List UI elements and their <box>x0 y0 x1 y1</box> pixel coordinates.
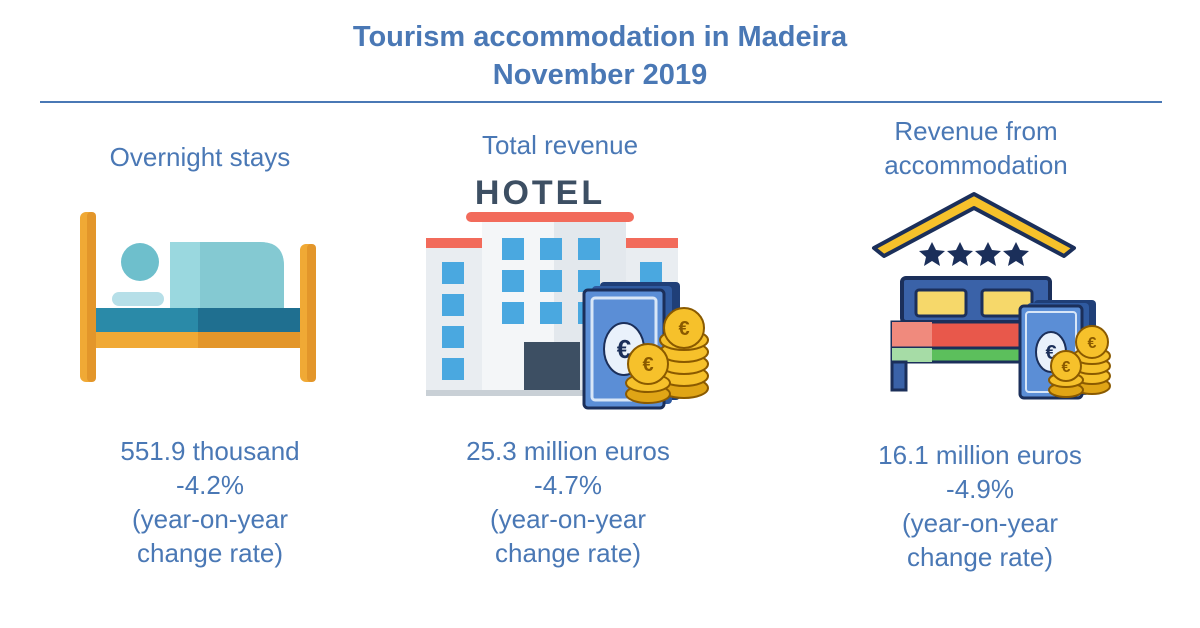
overnight-stays-note-2: change rate) <box>137 538 283 568</box>
hotel-money-icon: HOTEL € € € <box>426 174 709 410</box>
total-revenue-note-1: (year-on-year <box>489 504 647 534</box>
accommodation-label-line-1: Revenue from <box>894 116 1058 146</box>
overnight-stays-change: -4.2% <box>176 470 244 500</box>
svg-text:€: € <box>678 318 689 340</box>
total-revenue-label: Total revenue <box>481 130 639 160</box>
hotel-sign-text: HOTEL <box>475 174 605 212</box>
accommodation-label-line-2: accommodation <box>884 150 1068 180</box>
bed-icon <box>80 212 316 382</box>
overnight-stays-label: Overnight stays <box>109 142 291 172</box>
header-divider <box>40 101 1162 103</box>
accommodation-revenue-label: Revenue from accommodation <box>826 114 1126 182</box>
accommodation-revenue-value-block: 16.1 million euros -4.9% (year-on-year c… <box>820 438 1140 574</box>
overnight-stays-note-1: (year-on-year <box>131 504 289 534</box>
page-title: Tourism accommodation in Madeira Novembe… <box>0 18 1200 94</box>
total-revenue-value: 25.3 million euros <box>466 436 670 466</box>
svg-text:€: € <box>642 354 653 376</box>
total-revenue-value-block: 25.3 million euros -4.7% (year-on-year c… <box>408 434 728 570</box>
svg-text:€: € <box>1062 359 1071 376</box>
accommodation-revenue-note-2: change rate) <box>907 542 1053 572</box>
title-line-1: Tourism accommodation in Madeira <box>352 21 848 53</box>
title-line-2: November 2019 <box>492 59 708 91</box>
total-revenue-change: -4.7% <box>534 470 602 500</box>
accommodation-money-icon: € € € <box>872 192 1111 400</box>
accommodation-revenue-note-1: (year-on-year <box>901 508 1059 538</box>
accommodation-revenue-change: -4.9% <box>946 474 1014 504</box>
svg-text:€: € <box>617 334 631 364</box>
accommodation-revenue-value: 16.1 million euros <box>878 440 1082 470</box>
overnight-stays-value: 551.9 thousand <box>120 436 300 466</box>
total-revenue-note-2: change rate) <box>495 538 641 568</box>
svg-text:€: € <box>1045 342 1056 364</box>
overnight-stays-value-block: 551.9 thousand -4.2% (year-on-year chang… <box>50 434 370 570</box>
svg-text:€: € <box>1088 335 1097 352</box>
